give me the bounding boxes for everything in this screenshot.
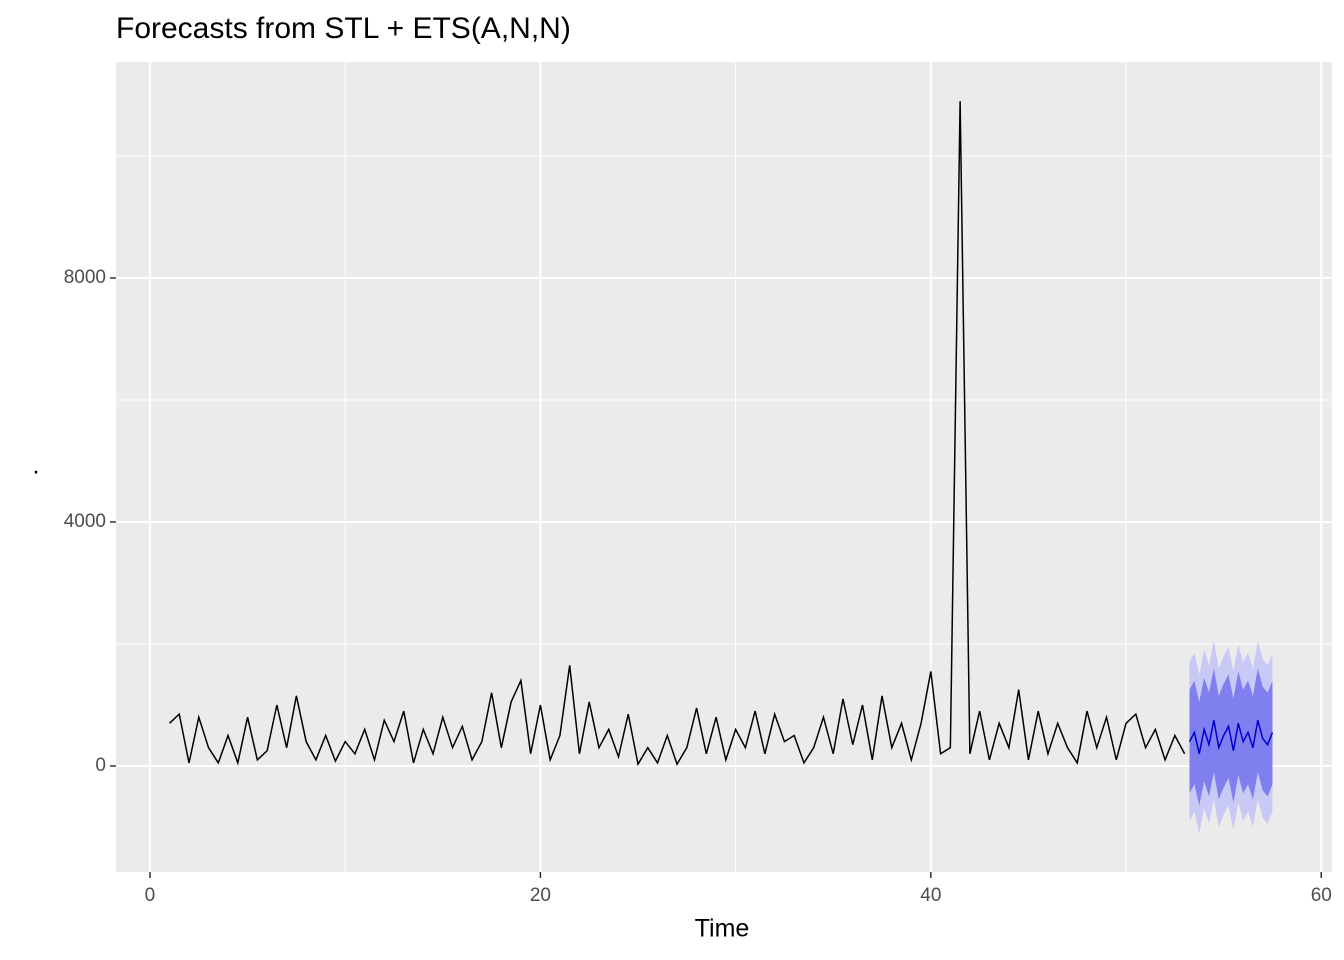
plot-panel <box>116 62 1332 872</box>
forecast-line <box>1188 720 1274 754</box>
history-line <box>168 101 1186 767</box>
x-axis-label: Time <box>695 915 750 943</box>
x-tick-label: 60 <box>1311 885 1332 906</box>
y-tick-label: 4000 <box>64 511 106 532</box>
y-axis-label: . <box>33 452 40 480</box>
chart-title: Forecasts from STL + ETS(A,N,N) <box>116 12 571 45</box>
x-tick-label: 20 <box>530 885 551 906</box>
x-tick-label: 0 <box>145 885 156 906</box>
x-tick-label: 40 <box>920 885 941 906</box>
y-tick-label: 8000 <box>64 267 106 288</box>
y-tick-label: 0 <box>95 755 106 776</box>
